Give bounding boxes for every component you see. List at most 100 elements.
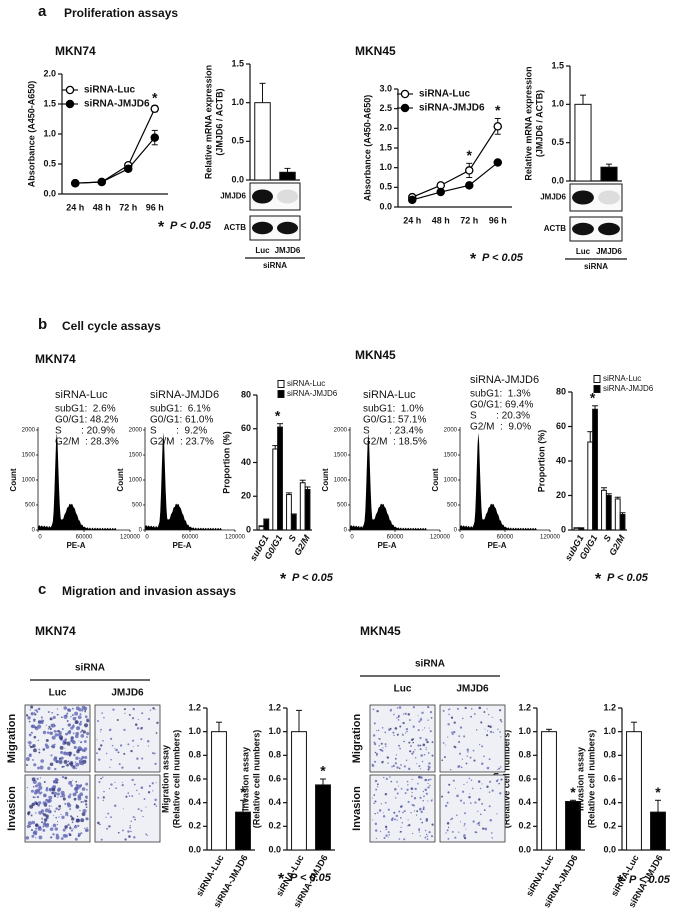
blot-band bbox=[277, 221, 298, 235]
cell-dot bbox=[73, 797, 77, 801]
cell-dot bbox=[131, 778, 134, 782]
cell-dot bbox=[42, 828, 46, 832]
cell-dot bbox=[76, 749, 80, 754]
cell-dot bbox=[51, 745, 53, 748]
cell-dot bbox=[403, 810, 406, 813]
cell-dot bbox=[377, 738, 379, 740]
cell-dot bbox=[35, 709, 38, 712]
cell-dot bbox=[403, 765, 406, 768]
cell-dot bbox=[376, 754, 378, 757]
y-tick-label: 1.0 bbox=[518, 726, 531, 736]
micrograph bbox=[439, 704, 506, 773]
cell-dot bbox=[149, 709, 152, 711]
cell-dot bbox=[51, 805, 53, 807]
cell-dot bbox=[60, 837, 64, 840]
cell-dot bbox=[463, 836, 467, 840]
cell-dot bbox=[408, 824, 411, 827]
cell-dot bbox=[66, 720, 69, 722]
cell-dot bbox=[48, 725, 51, 728]
cell-dot bbox=[80, 832, 83, 835]
error-bar bbox=[263, 518, 270, 520]
cell-dot bbox=[55, 816, 58, 819]
cell-dot bbox=[60, 756, 64, 760]
y-tick-label: 0.0 bbox=[518, 844, 531, 854]
cell-dot bbox=[30, 789, 34, 793]
cell-dot bbox=[376, 786, 379, 788]
cell-dot bbox=[408, 741, 411, 744]
cell-dot bbox=[132, 739, 135, 742]
cell-dot bbox=[156, 721, 159, 725]
cell-dot bbox=[469, 793, 471, 795]
cell-dot bbox=[463, 783, 465, 785]
y-tick-label: 500 bbox=[447, 503, 458, 509]
cell-dot bbox=[70, 740, 73, 743]
flow-title: siRNA-JMJD6 bbox=[470, 374, 539, 386]
error-bar bbox=[578, 527, 585, 529]
cell-dot bbox=[50, 723, 53, 726]
cell-dot bbox=[40, 716, 43, 719]
cell-dot bbox=[85, 817, 89, 821]
cell-dot bbox=[80, 818, 83, 822]
flow-title: siRNA-Luc bbox=[55, 389, 108, 401]
cell-dot bbox=[391, 780, 393, 782]
cell-dot bbox=[427, 705, 430, 709]
cell-dot bbox=[45, 814, 49, 818]
y-tick-label: 0.8 bbox=[603, 750, 616, 760]
micrograph bbox=[94, 704, 161, 773]
cell-dot bbox=[394, 787, 397, 791]
cell-dot bbox=[78, 759, 83, 764]
cell-dot bbox=[477, 780, 481, 783]
cell-dot bbox=[71, 724, 75, 728]
cell-dot bbox=[27, 741, 29, 743]
cell-dot bbox=[102, 796, 105, 799]
cell-dot bbox=[83, 740, 87, 743]
cell-dot bbox=[373, 722, 376, 725]
cell-dot bbox=[428, 762, 431, 765]
cell-dot bbox=[448, 713, 450, 716]
significance-star: * bbox=[495, 102, 501, 118]
footnote-symbol: * bbox=[617, 873, 624, 890]
y-tick-label: 0 bbox=[454, 528, 458, 534]
legend-swatch bbox=[593, 375, 601, 383]
cell-dot bbox=[137, 744, 139, 747]
cell-dot bbox=[396, 780, 398, 783]
cell-dot bbox=[374, 800, 377, 803]
error-bar bbox=[614, 496, 621, 499]
blot-band bbox=[252, 189, 273, 204]
cell-dot bbox=[64, 834, 68, 838]
cell-dot bbox=[461, 758, 464, 760]
cell-dot bbox=[500, 736, 502, 738]
legend-label: siRNA-JMJD6 bbox=[603, 384, 654, 393]
panel-label: a bbox=[38, 3, 47, 20]
cell-dot bbox=[382, 815, 386, 818]
y-tick-label: 0.8 bbox=[268, 750, 281, 760]
cell-dot bbox=[422, 799, 425, 802]
y-tick-label: 1.0 bbox=[43, 128, 56, 138]
cell-dot bbox=[79, 792, 84, 797]
cell-dot bbox=[33, 763, 37, 767]
cell-dot bbox=[140, 809, 143, 812]
cell-dot bbox=[100, 744, 103, 747]
panel-label: c bbox=[38, 581, 46, 598]
cell-dot bbox=[30, 712, 34, 716]
bar bbox=[315, 784, 331, 851]
cell-dot bbox=[45, 745, 50, 749]
cell-dot bbox=[393, 811, 396, 814]
cell-dot bbox=[419, 835, 421, 837]
y-tick-label: 1.0 bbox=[231, 97, 244, 107]
x-tick-label: 120000 bbox=[225, 535, 246, 541]
cell-dot bbox=[35, 812, 37, 814]
y-axis-label: Relative mRNA expression bbox=[523, 66, 533, 180]
cell-dot bbox=[410, 745, 412, 747]
cell-dot bbox=[71, 707, 74, 710]
cell-dot bbox=[443, 756, 446, 759]
cell-dot bbox=[387, 836, 389, 838]
cell-dot bbox=[38, 748, 41, 751]
cell-dot bbox=[419, 718, 423, 721]
cell-dot bbox=[82, 759, 87, 764]
cell-dot bbox=[147, 717, 151, 721]
y-tick-label: 1500 bbox=[129, 453, 143, 459]
cell-dot bbox=[430, 799, 433, 802]
cell-dot bbox=[57, 808, 60, 811]
cell-dot bbox=[71, 779, 73, 781]
